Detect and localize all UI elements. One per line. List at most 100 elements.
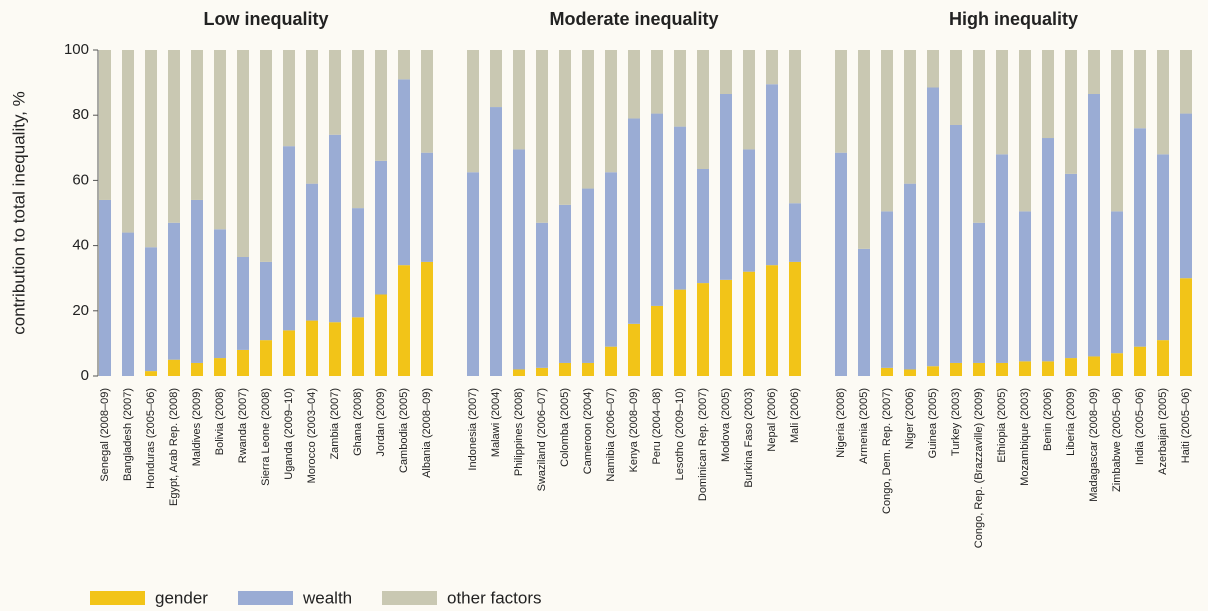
x-tick-label: Morocco (2003–04) [306, 388, 318, 483]
x-tick-label: Zambia (2007) [329, 388, 341, 460]
x-tick-label: Armenia (2005) [858, 388, 870, 464]
bar-segment [421, 261, 433, 376]
y-tick-label: 60 [72, 171, 89, 188]
x-tick-label: Maldives (2009) [191, 388, 203, 466]
bar-segment [697, 168, 709, 284]
bar-segment [605, 172, 617, 347]
x-tick-label: Niger (2006) [904, 388, 916, 449]
x-tick-label: Lesotho (2009–10) [674, 388, 686, 480]
group-title: Low inequality [203, 9, 328, 29]
y-tick-label: 20 [72, 302, 89, 319]
bar-segment [168, 50, 180, 223]
bar-segment [1065, 50, 1077, 174]
x-tick-label: Nepal (2006) [766, 388, 778, 452]
bar-segment [651, 50, 663, 114]
bar-segment [720, 94, 732, 280]
bar-segment [1157, 154, 1169, 341]
bar-segment [398, 50, 410, 80]
bar-segment [835, 152, 847, 376]
bar-segment [191, 362, 203, 376]
x-tick-label: Malawi (2004) [490, 388, 502, 457]
x-tick-label: Egypt, Arab Rep. (2008) [168, 388, 180, 506]
x-tick-label: Madagascar (2008–09) [1088, 388, 1100, 502]
bar-segment [513, 149, 525, 370]
bar-segment [881, 50, 893, 212]
bar-segment [1134, 346, 1146, 376]
x-tick-label: Kenya (2008–09) [628, 388, 640, 472]
bar-segment [697, 283, 709, 376]
x-tick-label: Congo, Rep. (Brazzaville) (2009) [973, 388, 985, 548]
bar-segment [145, 371, 157, 376]
x-tick-label: Albania (2008–09) [421, 388, 433, 478]
bar-segment [375, 294, 387, 376]
x-tick-label: Bolivia (2008) [214, 388, 226, 455]
bar-segment [904, 369, 916, 376]
bar-segment [858, 50, 870, 249]
bar-segment [1180, 278, 1192, 376]
legend-swatch [90, 591, 145, 605]
bar-segment [1042, 50, 1054, 139]
bar-segment [927, 50, 939, 88]
bar-segment [927, 366, 939, 376]
bar-segment [973, 50, 985, 223]
x-tick-label: Nigeria (2008) [835, 388, 847, 458]
bar-segment [697, 50, 709, 169]
x-tick-label: Senegal (2008–09) [99, 388, 111, 482]
bar-segment [858, 248, 870, 376]
bar-segment [789, 203, 801, 262]
bar-segment [927, 87, 939, 367]
x-tick-label: Colomba (2005) [559, 388, 571, 467]
bar-segment [467, 50, 479, 173]
bar-segment [329, 50, 341, 135]
x-tick-label: Cambodia (2005) [398, 388, 410, 473]
x-tick-label: Azerbaijan (2005) [1157, 388, 1169, 475]
legend-swatch [382, 591, 437, 605]
bar-segment [1180, 50, 1192, 114]
bar-segment [214, 229, 226, 359]
bar-segment [352, 317, 364, 376]
legend-swatch [238, 591, 293, 605]
bar-segment [674, 126, 686, 290]
x-tick-label: Turkey (2003) [950, 388, 962, 456]
bar-segment [260, 340, 272, 376]
bar-segment [398, 265, 410, 376]
x-tick-label: Congo, Dem. Rep. (2007) [881, 388, 893, 514]
bar-segment [1019, 211, 1031, 362]
x-tick-label: Philippines (2008) [513, 388, 525, 476]
x-tick-label: Mozambique (2003) [1019, 388, 1031, 486]
x-tick-label: Liberia (2009) [1065, 388, 1077, 456]
bar-segment [996, 362, 1008, 376]
x-tick-label: Guinea (2005) [927, 388, 939, 458]
bar-segment [1157, 340, 1169, 376]
legend-label: wealth [302, 588, 352, 607]
bar-segment [283, 50, 295, 147]
bar-segment [513, 50, 525, 150]
bar-segment [651, 305, 663, 376]
bar-segment [1111, 50, 1123, 212]
bar-segment [904, 50, 916, 184]
y-tick-label: 0 [81, 367, 89, 384]
bar-segment [352, 208, 364, 318]
bar-segment [582, 50, 594, 189]
x-tick-label: Haiti (2005–06) [1180, 388, 1192, 463]
bar-segment [1157, 50, 1169, 155]
group-title: High inequality [949, 9, 1078, 29]
bar-segment [329, 322, 341, 376]
bar-segment [421, 152, 433, 262]
bar-segment [1088, 50, 1100, 95]
x-tick-label: Mali (2006) [789, 388, 801, 443]
bar-segment [283, 146, 295, 331]
bar-segment [260, 50, 272, 262]
x-tick-label: Ghana (2008) [352, 388, 364, 456]
bar-segment [996, 154, 1008, 363]
bar-segment [651, 113, 663, 306]
bar-segment [145, 247, 157, 372]
x-tick-label: Indonesia (2007) [467, 388, 479, 471]
x-tick-label: Bangladesh (2007) [122, 388, 134, 481]
x-tick-label: Swaziland (2006–07) [536, 388, 548, 491]
x-tick-label: Burkina Faso (2003) [743, 388, 755, 488]
bar-segment [628, 118, 640, 324]
bar-segment [1065, 173, 1077, 359]
bar-segment [306, 183, 318, 321]
